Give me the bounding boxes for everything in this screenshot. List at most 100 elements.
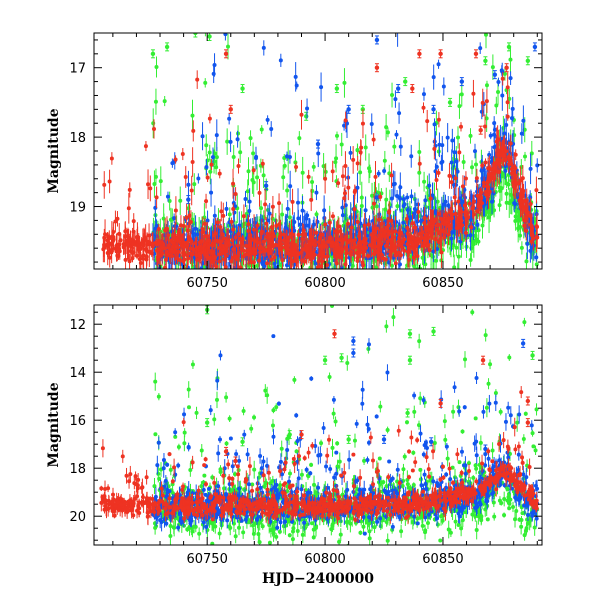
data-point [309, 197, 314, 202]
data-point [409, 194, 414, 199]
data-point [460, 223, 465, 228]
data-point [186, 256, 191, 261]
data-point [297, 136, 302, 141]
data-point [489, 186, 494, 191]
data-point [508, 57, 513, 62]
data-point [300, 208, 305, 213]
data-point [251, 247, 256, 252]
data-point [454, 159, 459, 164]
data-point [519, 131, 524, 136]
outlier-point [374, 37, 380, 43]
data-point [394, 132, 399, 137]
data-point [267, 211, 272, 216]
data-point [468, 233, 473, 238]
data-point [456, 199, 461, 204]
data-point [342, 196, 347, 201]
data-point [370, 193, 375, 198]
data-point [423, 198, 428, 203]
data-point [478, 46, 483, 51]
data-point [480, 100, 485, 105]
data-point [335, 133, 340, 138]
data-point [469, 246, 474, 251]
data-point [196, 176, 201, 181]
data-point [435, 246, 440, 251]
data-point [484, 192, 489, 197]
data-point [190, 160, 195, 165]
data-point [384, 125, 389, 130]
data-point [451, 182, 456, 187]
outlier-point [304, 114, 309, 119]
data-point [296, 216, 301, 221]
data-point [260, 262, 265, 267]
data-point [498, 188, 503, 193]
data-point [433, 208, 438, 213]
data-point [382, 158, 387, 163]
data-point [113, 219, 118, 224]
data-point [316, 240, 321, 245]
outlier-point [447, 100, 453, 105]
data-point [397, 111, 402, 116]
data-point [263, 202, 268, 207]
data-point [507, 96, 512, 101]
data-point [218, 224, 223, 229]
data-point [514, 209, 519, 214]
data-point [512, 201, 517, 206]
data-point [456, 135, 461, 140]
data-point [212, 213, 217, 218]
data-point [440, 143, 445, 148]
outlier-point [334, 86, 340, 91]
data-point [180, 152, 185, 157]
data-point [430, 193, 435, 198]
data-point [224, 206, 229, 211]
series-2 [101, 49, 540, 269]
data-point [528, 195, 533, 200]
data-point [298, 222, 303, 227]
data-point [247, 209, 252, 214]
data-point [165, 194, 170, 199]
data-point [513, 219, 518, 224]
data-point [257, 190, 262, 195]
data-point [528, 166, 533, 171]
data-point [504, 123, 509, 128]
data-point [212, 62, 217, 67]
data-point [255, 175, 260, 180]
data-point [419, 219, 424, 224]
data-point [204, 143, 209, 148]
data-point [452, 195, 457, 200]
outlier-point [532, 44, 538, 50]
data-point [363, 208, 368, 213]
data-point [503, 157, 508, 162]
data-point [461, 159, 466, 164]
data-point [499, 68, 504, 73]
data-point [534, 255, 539, 260]
outlier-point [240, 86, 245, 91]
data-point [410, 221, 415, 226]
data-point [434, 178, 439, 183]
data-point [167, 199, 172, 204]
data-point [152, 182, 157, 187]
outlier-point [346, 107, 351, 112]
data-point [173, 157, 178, 162]
data-point [436, 149, 441, 154]
outlier-point [193, 33, 198, 36]
data-point [389, 173, 394, 178]
data-point [535, 163, 540, 168]
data-point [394, 253, 399, 258]
data-point [290, 199, 295, 204]
data-point [431, 75, 436, 80]
data-point [436, 62, 441, 67]
data-point [261, 173, 266, 178]
data-point [502, 71, 507, 76]
data-point [178, 258, 183, 263]
outlier-point [395, 86, 401, 91]
data-point [423, 262, 428, 267]
data-point [207, 116, 212, 121]
data-point [345, 221, 350, 226]
data-point [281, 175, 286, 180]
data-point [405, 263, 410, 268]
data-point [323, 169, 328, 174]
data-point [153, 226, 158, 231]
data-point [471, 241, 476, 246]
data-point [306, 174, 311, 179]
data-point [214, 133, 219, 138]
